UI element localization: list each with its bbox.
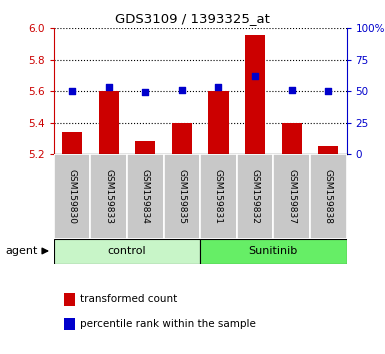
Bar: [127, 154, 164, 239]
Text: Sunitinib: Sunitinib: [249, 246, 298, 256]
Text: control: control: [108, 246, 146, 256]
Bar: [200, 239, 346, 264]
Bar: [310, 154, 346, 239]
Point: [142, 90, 149, 95]
Bar: [208, 91, 229, 154]
Bar: [90, 154, 127, 239]
Point: [69, 88, 75, 94]
Point: [325, 88, 331, 94]
Text: agent: agent: [6, 246, 38, 256]
Point: [105, 85, 112, 90]
Text: percentile rank within the sample: percentile rank within the sample: [80, 319, 256, 329]
Bar: [281, 122, 302, 154]
Bar: [172, 122, 192, 154]
Bar: [164, 154, 200, 239]
Bar: [273, 154, 310, 239]
Bar: [99, 91, 119, 154]
Text: GSM159834: GSM159834: [141, 169, 150, 224]
Text: GDS3109 / 1393325_at: GDS3109 / 1393325_at: [115, 12, 270, 25]
Text: GSM159838: GSM159838: [324, 169, 333, 224]
Text: transformed count: transformed count: [80, 294, 177, 304]
Bar: [135, 141, 156, 154]
Bar: [54, 154, 90, 239]
Bar: [237, 154, 273, 239]
Bar: [62, 132, 82, 154]
Point: [179, 87, 185, 93]
Text: GSM159837: GSM159837: [287, 169, 296, 224]
Text: GSM159832: GSM159832: [251, 169, 259, 224]
Bar: [245, 35, 265, 154]
Text: GSM159833: GSM159833: [104, 169, 113, 224]
Bar: [54, 239, 200, 264]
Text: GSM159835: GSM159835: [177, 169, 186, 224]
Bar: [318, 146, 338, 154]
Text: GSM159831: GSM159831: [214, 169, 223, 224]
Point: [216, 85, 222, 90]
Point: [252, 73, 258, 79]
Bar: [200, 154, 237, 239]
Point: [289, 87, 295, 93]
Text: GSM159830: GSM159830: [68, 169, 77, 224]
